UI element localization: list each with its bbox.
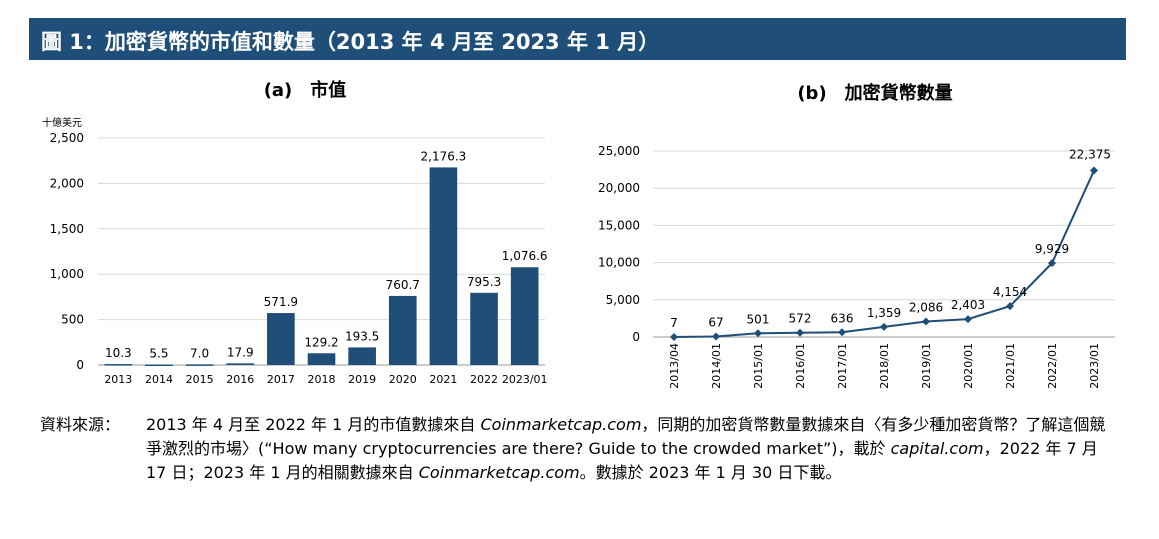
chart-b-xtick-label: 2014/01	[710, 343, 723, 389]
chart-b-point	[712, 332, 720, 341]
chart-b-data-label: 7	[670, 316, 678, 330]
chart-b-xtick-label: 2016/01	[794, 343, 807, 389]
chart-b-ytick-label: 25,000	[598, 144, 640, 158]
chart-a-ytick-label: 2,500	[50, 131, 84, 145]
chart-a-bar	[510, 267, 539, 365]
chart-b-point	[670, 332, 678, 341]
chart-a-bar	[226, 363, 255, 365]
chart-a-data-label: 571.9	[264, 295, 298, 309]
chart-a-xtick-label: 2020	[389, 373, 417, 386]
chart-a-data-label: 1,076.6	[502, 249, 548, 263]
chart-a-xtick-label: 2016	[226, 373, 254, 386]
chart-a-xtick-label: 2022	[470, 373, 498, 386]
chart-b-xtick-label: 2015/01	[752, 343, 765, 389]
chart-a-data-label: 10.3	[105, 346, 132, 360]
chart-a-bar	[307, 353, 336, 365]
chart-b-point	[1006, 302, 1014, 311]
chart-a-ytick-label: 2,000	[50, 176, 84, 190]
chart-a-bar	[429, 167, 458, 365]
chart-b-ytick-label: 15,000	[598, 218, 640, 232]
chart-b-point	[1090, 166, 1098, 175]
chart-b-data-label: 9,929	[1035, 242, 1069, 256]
chart-a-data-label: 193.5	[345, 329, 379, 343]
chart-a-ytick-label: 0	[76, 358, 84, 372]
chart-b-data-label: 501	[747, 312, 770, 326]
source-seg7: 。數據於 2023 年 1 月 30 日下載。	[579, 463, 842, 482]
chart-b-data-label: 2,403	[951, 298, 985, 312]
chart-b-ytick-label: 10,000	[598, 256, 640, 270]
chart-a-data-label: 7.0	[190, 346, 209, 360]
chart-a-xtick-label: 2018	[308, 373, 336, 386]
source-link-coinmarketcap: Coinmarketcap.com	[480, 415, 642, 434]
chart-b-ytick-label: 0	[632, 330, 640, 344]
chart-b-xtick-label: 2019/01	[920, 343, 933, 389]
chart-b-point	[1048, 259, 1056, 268]
chart-b-point	[922, 317, 930, 326]
chart-a-bar	[470, 292, 498, 365]
chart-a-bar	[348, 347, 376, 365]
source-seg1: 2013 年 4 月至 2022 年 1 月的市值數據來自	[146, 415, 481, 434]
source-link-capital: capital.com	[890, 439, 984, 458]
source-label: 資料來源：	[40, 415, 121, 434]
chart-a-ytick-label: 1,000	[50, 267, 84, 281]
chart-b-point	[754, 329, 762, 338]
chart-a-data-label: 129.2	[304, 335, 338, 349]
chart-a-bar	[104, 364, 133, 366]
chart-a-bar	[185, 364, 214, 366]
chart-a-xtick-label: 2014	[145, 373, 173, 386]
chart-b-data-label: 2,086	[909, 300, 943, 314]
chart-b-xtick-label: 2013/04	[668, 343, 681, 389]
chart-a-xtick-label: 2019	[348, 373, 376, 386]
chart-a-title: (a) 市值	[264, 79, 347, 101]
chart-b-xtick-label: 2021/01	[1004, 343, 1017, 389]
chart-b-data-label: 572	[789, 312, 812, 326]
chart-b-data-label: 22,375	[1069, 148, 1111, 162]
chart-b-data-label: 1,359	[867, 306, 901, 320]
chart-a-data-label: 17.9	[227, 345, 254, 359]
chart-b-xtick-label: 2022/01	[1046, 343, 1059, 389]
chart-b-ytick-label: 5,000	[606, 293, 640, 307]
chart-a-bar	[145, 364, 173, 367]
chart-b-xtick-label: 2020/01	[962, 343, 975, 389]
chart-b-point	[796, 328, 804, 337]
chart-b-ytick-label: 20,000	[598, 181, 640, 195]
crypto-count-line-chart: (b) 加密貨幣數量 0 5,000 10,000 15,000 20,000 25,000…	[598, 82, 1115, 389]
chart-a-ytick-label: 500	[61, 313, 84, 327]
chart-b-xtick-label: 2018/01	[878, 343, 891, 389]
chart-a-bar	[388, 295, 417, 365]
figure-title: 圖 1：加密貨幣的市值和數量（2013 年 4 月至 2023 年 1 月）	[41, 30, 660, 54]
chart-a-data-label: 760.7	[386, 278, 420, 292]
chart-b-data-label: 4,154	[993, 285, 1027, 299]
source-link-coinmarketcap-2: Coinmarketcap.com	[418, 463, 580, 482]
chart-a-data-label: 2,176.3	[421, 149, 467, 163]
source-seg3: ，同期的加密貨幣數量數據來自〈有多少種加密貨幣？了解這個競爭激烈的市場〉(“Ho…	[146, 415, 1106, 458]
source-seg5: ，2022 年 7 月 17 日；2023 年 1 月的相關數據來自	[146, 439, 1098, 482]
chart-a-xtick-label: 2021	[429, 373, 457, 386]
chart-b-xtick-label: 2017/01	[836, 343, 849, 389]
chart-b-data-label: 67	[708, 316, 723, 330]
chart-b-point	[964, 315, 972, 324]
chart-a-xtick-label: 2015	[186, 373, 214, 386]
figure-header: 圖 1：加密貨幣的市值和數量（2013 年 4 月至 2023 年 1 月）	[29, 18, 1126, 60]
chart-b-point	[880, 322, 888, 331]
chart-a-unit-label: 十億美元	[42, 116, 82, 129]
chart-b-title: (b) 加密貨幣數量	[797, 82, 952, 104]
chart-b-xtick-label: 2023/01	[1088, 343, 1101, 389]
chart-a-bar	[267, 313, 295, 365]
chart-a-ytick-label: 1,500	[50, 222, 84, 236]
chart-b-point	[838, 328, 846, 337]
chart-a-data-label: 795.3	[467, 275, 501, 289]
chart-a-xtick-label: 2017	[267, 373, 295, 386]
chart-a-xtick-label: 2023/01	[502, 373, 548, 386]
source-text: 2013 年 4 月至 2022 年 1 月的市值數據來自 Coinmarket…	[146, 413, 1116, 485]
chart-a-xtick-label: 2013	[104, 373, 132, 386]
chart-b-data-label: 636	[831, 311, 854, 325]
chart-a-data-label: 5.5	[149, 347, 168, 361]
